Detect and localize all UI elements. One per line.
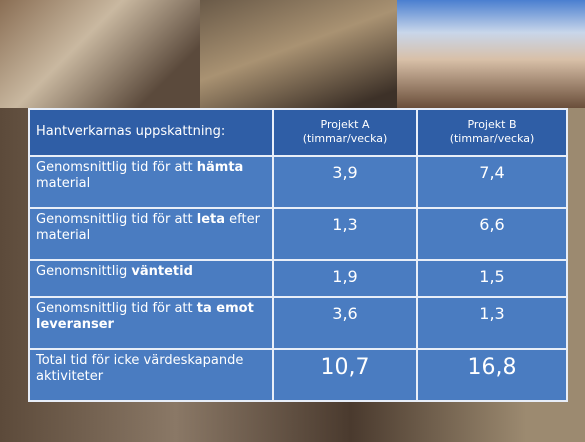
row-label: Genomsnittlig tid för att ta emot levera… — [29, 297, 273, 349]
label-text: Genomsnittlig — [36, 264, 127, 279]
emphasis: leta — [197, 212, 225, 227]
row-label: Genomsnittlig tid för att hämta material — [29, 156, 273, 208]
slide: Hantverkarnas uppskattning: Projekt A (t… — [0, 0, 585, 442]
header-cell: Projekt A (timmar/vecka) — [273, 109, 417, 156]
table-row: Genomsnittlig tid för att hämta material… — [29, 156, 567, 208]
value-cell: 1,9 — [273, 260, 417, 298]
emphasis: väntetid — [131, 264, 193, 279]
value-cell: 10,7 — [273, 349, 417, 401]
value-cell: 3,6 — [273, 297, 417, 349]
emphasis: hämta — [197, 160, 244, 175]
label-text: material — [36, 176, 90, 191]
row-label: Genomsnittlig väntetid — [29, 260, 273, 298]
photo-man-helmet — [397, 0, 585, 108]
label-text: Genomsnittlig tid för att — [36, 212, 193, 227]
value-cell: 1,5 — [417, 260, 567, 298]
value-cell: 7,4 — [417, 156, 567, 208]
value-cell: 1,3 — [417, 297, 567, 349]
header-row: Hantverkarnas uppskattning: Projekt A (t… — [29, 109, 567, 156]
estimate-table: Hantverkarnas uppskattning: Projekt A (t… — [28, 108, 568, 402]
row-label: Total tid för icke värdeskapande aktivit… — [29, 349, 273, 401]
header-cell: Hantverkarnas uppskattning: — [29, 109, 273, 156]
photo-workers-left — [0, 0, 200, 108]
row-label: Genomsnittlig tid för att leta efter mat… — [29, 208, 273, 260]
table-row: Total tid för icke värdeskapande aktivit… — [29, 349, 567, 401]
value-cell: 3,9 — [273, 156, 417, 208]
value-cell: 6,6 — [417, 208, 567, 260]
table-row: Genomsnittlig tid för att ta emot levera… — [29, 297, 567, 349]
header-cell: Projekt B (timmar/vecka) — [417, 109, 567, 156]
label-text: Total tid för icke värdeskapande aktivit… — [36, 353, 243, 384]
value-cell: 16,8 — [417, 349, 567, 401]
photo-meeting — [200, 0, 397, 108]
table-row: Genomsnittlig tid för att leta efter mat… — [29, 208, 567, 260]
label-text: Genomsnittlig tid för att — [36, 301, 193, 316]
value-cell: 1,3 — [273, 208, 417, 260]
label-text: Genomsnittlig tid för att — [36, 160, 193, 175]
